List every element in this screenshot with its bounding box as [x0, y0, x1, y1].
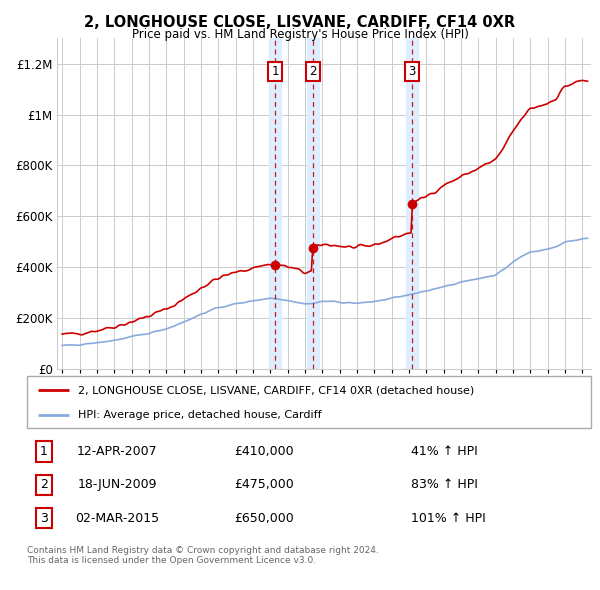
Text: £650,000: £650,000	[234, 512, 294, 525]
Bar	[307, 38, 319, 369]
Text: 2, LONGHOUSE CLOSE, LISVANE, CARDIFF, CF14 0XR: 2, LONGHOUSE CLOSE, LISVANE, CARDIFF, CF…	[85, 15, 515, 30]
Text: 02-MAR-2015: 02-MAR-2015	[75, 512, 160, 525]
Text: 3: 3	[40, 512, 48, 525]
FancyBboxPatch shape	[27, 376, 591, 428]
Text: 101% ↑ HPI: 101% ↑ HPI	[410, 512, 485, 525]
Text: 2: 2	[309, 65, 317, 78]
Bar	[269, 38, 281, 369]
Text: 1: 1	[40, 445, 48, 458]
Text: £475,000: £475,000	[234, 478, 294, 491]
Text: 2: 2	[40, 478, 48, 491]
Text: 83% ↑ HPI: 83% ↑ HPI	[410, 478, 478, 491]
Text: 41% ↑ HPI: 41% ↑ HPI	[410, 445, 477, 458]
Text: 12-APR-2007: 12-APR-2007	[77, 445, 158, 458]
Text: 2, LONGHOUSE CLOSE, LISVANE, CARDIFF, CF14 0XR (detached house): 2, LONGHOUSE CLOSE, LISVANE, CARDIFF, CF…	[78, 385, 474, 395]
Text: Price paid vs. HM Land Registry's House Price Index (HPI): Price paid vs. HM Land Registry's House …	[131, 28, 469, 41]
Text: £410,000: £410,000	[234, 445, 293, 458]
Text: 3: 3	[408, 65, 416, 78]
Text: 18-JUN-2009: 18-JUN-2009	[77, 478, 157, 491]
Text: Contains HM Land Registry data © Crown copyright and database right 2024.
This d: Contains HM Land Registry data © Crown c…	[27, 546, 379, 565]
Text: 1: 1	[271, 65, 279, 78]
Bar	[406, 38, 418, 369]
Text: HPI: Average price, detached house, Cardiff: HPI: Average price, detached house, Card…	[78, 410, 322, 419]
